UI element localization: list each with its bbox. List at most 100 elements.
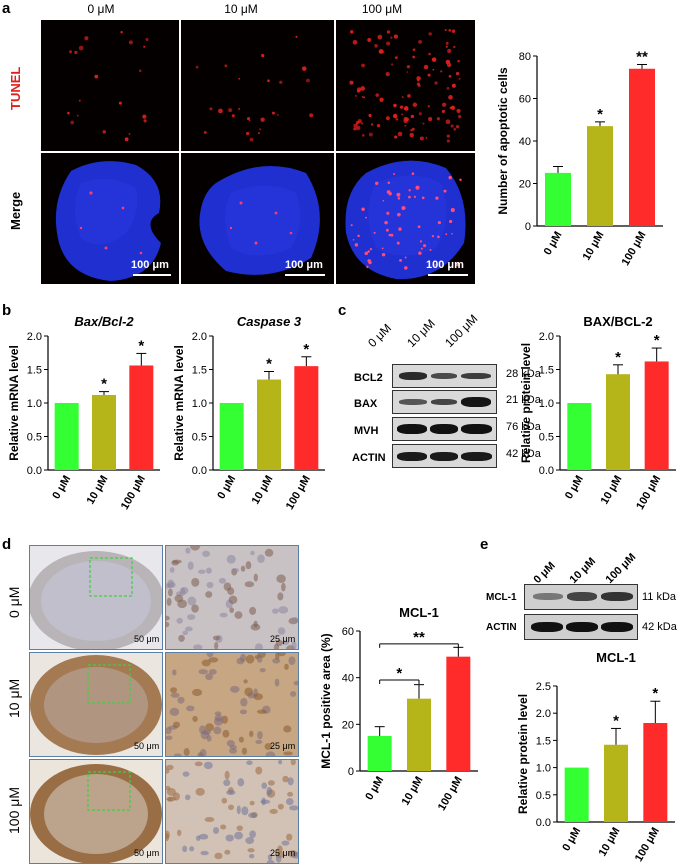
scale-bar bbox=[428, 274, 468, 276]
significance-mark: * bbox=[597, 106, 603, 123]
merge-signal bbox=[364, 251, 369, 256]
merge-signal bbox=[399, 258, 403, 262]
tunel-signal bbox=[393, 34, 398, 39]
ihc-nucleus bbox=[205, 673, 213, 681]
ihc-nucleus bbox=[253, 573, 258, 582]
tunel-signal bbox=[445, 41, 449, 45]
y-tick-label: 60 bbox=[342, 626, 354, 638]
y-tick-label: 0.5 bbox=[192, 432, 207, 444]
ihc-nucleus bbox=[185, 547, 191, 554]
tunel-signal bbox=[195, 65, 199, 69]
y-axis-label: Relative protein level bbox=[516, 694, 530, 814]
blot-c-bcl2 bbox=[392, 364, 497, 388]
merge-signal bbox=[386, 211, 390, 215]
tunel-signal bbox=[271, 111, 275, 115]
ihc-nucleus bbox=[166, 735, 173, 741]
significance-mark: * bbox=[266, 356, 272, 373]
ihc-nucleus bbox=[198, 669, 208, 675]
chart-mcl1-protein: MCL-1 0.0 0.5 1.0 1.5 2.0 2.5 Relative protein … bbox=[516, 650, 675, 864]
tunel-signal bbox=[257, 132, 260, 135]
y-tick-label: 2.0 bbox=[536, 708, 551, 720]
blot-e-lane-100: 100 μM bbox=[603, 551, 639, 586]
ihc-nucleus bbox=[287, 791, 294, 797]
tunel-signal bbox=[143, 119, 147, 123]
ihc-nucleus bbox=[222, 729, 230, 738]
tunel-signal bbox=[412, 55, 416, 59]
ihc-nucleus bbox=[202, 550, 211, 557]
merge-signal bbox=[367, 250, 370, 253]
tunel-signal bbox=[446, 134, 451, 138]
ihc-nucleus bbox=[223, 779, 231, 787]
ihc-nucleus bbox=[259, 668, 266, 673]
y-tick-label: 0 bbox=[525, 221, 531, 233]
ihc-nucleus bbox=[206, 581, 214, 589]
tunel-signal bbox=[390, 36, 393, 39]
tunel-signal bbox=[246, 131, 250, 136]
tunel-signal bbox=[375, 93, 380, 97]
tunel-signal bbox=[379, 97, 384, 102]
tunel-signal bbox=[260, 117, 265, 122]
ihc-nucleus bbox=[289, 805, 298, 811]
y-tick-label: 20 bbox=[519, 179, 531, 191]
y-tick-label: 1.5 bbox=[27, 365, 42, 377]
y-axis-label: Relative mRNA level bbox=[172, 345, 186, 461]
tunel-signal bbox=[440, 70, 443, 73]
chart-title: Bax/Bcl-2 bbox=[74, 314, 134, 329]
tunel-signal bbox=[353, 127, 357, 131]
tunel-signal bbox=[413, 48, 416, 51]
tunel-signal bbox=[382, 51, 385, 54]
y-tick-label: 2.5 bbox=[536, 681, 551, 693]
y-tick-label: 0.0 bbox=[27, 465, 42, 477]
ihc-nucleus bbox=[223, 582, 232, 591]
blot-e-mcl1 bbox=[524, 584, 638, 610]
y-tick-label: 80 bbox=[519, 51, 531, 63]
ihc-nucleus bbox=[177, 696, 185, 704]
merge-signal bbox=[422, 244, 427, 248]
tunel-signal bbox=[441, 109, 445, 113]
bar bbox=[54, 403, 79, 470]
tunel-signal bbox=[403, 106, 409, 111]
ihc-high-10: 25 μm bbox=[165, 652, 299, 757]
significance-mark: ** bbox=[636, 49, 648, 66]
merge-signal bbox=[396, 241, 400, 245]
x-tick-label: 0 μM bbox=[560, 826, 583, 854]
ihc-nucleus bbox=[245, 654, 255, 664]
ihc-nucleus bbox=[170, 692, 180, 698]
ihc-nucleus bbox=[184, 794, 191, 801]
ihc-nucleus bbox=[226, 789, 236, 796]
tunel-signal bbox=[399, 105, 404, 109]
ihc-nucleus bbox=[250, 550, 255, 556]
tunel-signal bbox=[385, 116, 390, 121]
merge-signal bbox=[420, 247, 423, 250]
ihc-nucleus bbox=[227, 804, 235, 811]
ihc-nucleus bbox=[267, 854, 273, 861]
bar bbox=[407, 698, 431, 771]
ihc-nucleus bbox=[264, 548, 274, 557]
ihc-nucleus bbox=[238, 736, 244, 743]
ihc-nucleus bbox=[206, 735, 212, 742]
merge-signal bbox=[354, 243, 359, 247]
ihc-nucleus bbox=[194, 761, 203, 767]
panel-letter-d: d bbox=[2, 536, 12, 553]
y-tick-label: 0.5 bbox=[539, 432, 554, 444]
tunel-signal bbox=[70, 120, 75, 125]
ihc-nucleus bbox=[204, 817, 215, 823]
blot-c-kda-mvh: 76 kDa bbox=[506, 421, 541, 433]
ihc-nucleus bbox=[208, 657, 219, 663]
x-tick-label: 100 μM bbox=[633, 826, 662, 864]
tunel-signal bbox=[428, 32, 432, 36]
tunel-signal bbox=[248, 119, 251, 122]
tunel-signal bbox=[368, 132, 373, 137]
merge-signal bbox=[387, 181, 391, 185]
merge-signal bbox=[369, 248, 373, 251]
ihc-nucleus bbox=[245, 837, 255, 845]
ihc-nucleus bbox=[221, 715, 229, 724]
ihc-nucleus bbox=[240, 565, 246, 572]
ihc-nucleus bbox=[248, 812, 257, 819]
tunel-signal bbox=[120, 31, 123, 34]
ihc-nucleus bbox=[213, 726, 222, 735]
ihc-nucleus bbox=[212, 826, 220, 834]
ihc-nucleus bbox=[182, 771, 190, 777]
tunel-signal bbox=[428, 52, 431, 56]
ihc-nucleus bbox=[291, 851, 298, 859]
